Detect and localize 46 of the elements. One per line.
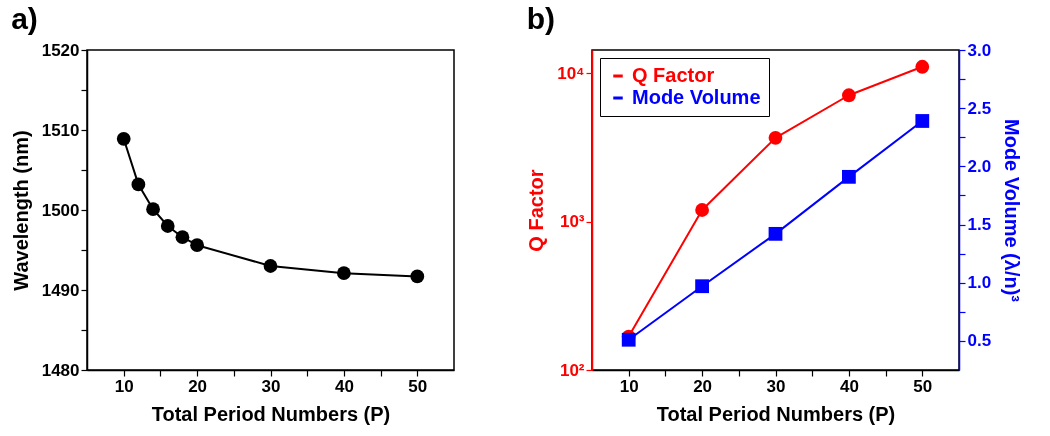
- point: [190, 238, 204, 253]
- point: [695, 203, 709, 217]
- x-tick-label: 30: [261, 376, 281, 396]
- point: [915, 59, 930, 74]
- point: [116, 131, 131, 146]
- x-tick-label: 30: [766, 376, 786, 396]
- x-tick-label: 40: [334, 376, 354, 396]
- x-tick-label: 10: [619, 376, 639, 396]
- x-axis-title: Total Period Numbers (P): [151, 402, 391, 425]
- y-axis-title: Wavelength (nm): [9, 130, 32, 291]
- y2-tick-label: 1.5: [967, 215, 992, 235]
- x-tick-label: 50: [408, 376, 428, 396]
- x-tick-label: 20: [188, 376, 208, 396]
- y-tick-label: 10⁴: [557, 63, 585, 83]
- point: [263, 259, 278, 273]
- x-tick-label: 10: [114, 376, 134, 396]
- y2-tick-label: 2.5: [967, 98, 992, 118]
- point: [131, 177, 146, 192]
- legend-label: Mode Volume: [632, 86, 761, 108]
- point: [842, 88, 856, 103]
- y-tick-label: 10³: [559, 212, 585, 232]
- x-tick-label: 40: [839, 376, 859, 396]
- point: [160, 219, 175, 233]
- x-axis-title: Total Period Numbers (P): [656, 402, 896, 425]
- point: [337, 266, 351, 281]
- chart-title: a): [11, 2, 38, 35]
- x-tick-label: 20: [693, 376, 713, 396]
- y-tick-label: 1500: [41, 200, 80, 220]
- chart-title: b): [526, 2, 556, 35]
- y2-tick-label: 2.0: [967, 156, 992, 176]
- y2-tick-label: 1.0: [967, 273, 992, 293]
- y-tick-label: 1480: [41, 360, 80, 380]
- point: [175, 230, 190, 245]
- point: [410, 269, 425, 284]
- point: [146, 202, 160, 217]
- x-tick-label: 50: [913, 376, 933, 396]
- y-tick-label: 1510: [41, 120, 80, 140]
- y-tick-label: 10²: [559, 360, 585, 380]
- point: [768, 130, 783, 145]
- legend-label: Q Factor: [632, 64, 715, 86]
- y2-axis-title: Mode Volume (λ/n)³: [1001, 119, 1024, 303]
- y-tick-label: 1520: [41, 40, 80, 60]
- y-tick-label: 1490: [41, 280, 80, 300]
- y-axis-title: Q Factor: [525, 169, 548, 252]
- y2-tick-label: 0.5: [967, 331, 992, 351]
- y2-tick-label: 3.0: [967, 40, 992, 60]
